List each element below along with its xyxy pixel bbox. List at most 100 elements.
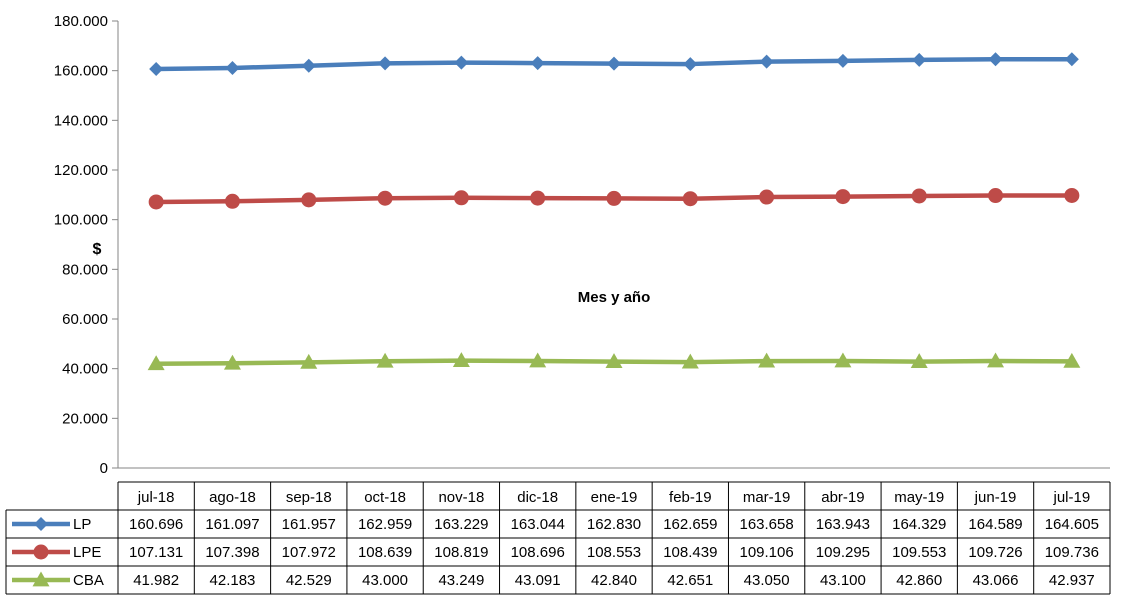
- table-header-ene-19: ene-19: [591, 489, 638, 506]
- table-cell-cba: 43.000: [362, 572, 408, 589]
- data-point-lp: [607, 56, 621, 71]
- data-point-lpe: [1064, 187, 1080, 203]
- table-header-ago-18: ago-18: [209, 489, 256, 506]
- table-cell-lp: 160.696: [129, 516, 183, 533]
- table-cell-lp: 164.329: [892, 516, 946, 533]
- data-point-lpe: [606, 190, 622, 206]
- table-header-nov-18: nov-18: [438, 489, 484, 506]
- table-header-mar-19: mar-19: [743, 489, 791, 506]
- data-point-cba: [681, 353, 699, 369]
- table-cell-cba: 41.982: [133, 572, 179, 589]
- table-header-jun-19: jun-19: [974, 489, 1017, 506]
- table-cell-lpe: 109.295: [816, 544, 870, 561]
- data-point-lp: [225, 60, 240, 75]
- table-cell-cba: 42.840: [591, 572, 637, 589]
- data-point-lp: [759, 54, 774, 69]
- table-header-may-19: may-19: [894, 489, 944, 506]
- table-cell-lp: 161.957: [282, 516, 336, 533]
- y-tick-label: 140.000: [54, 112, 108, 129]
- data-point-cba: [758, 352, 776, 368]
- y-tick-label: 40.000: [62, 361, 108, 378]
- y-tick-label: 20.000: [62, 410, 108, 427]
- table-cell-lpe: 109.736: [1045, 544, 1099, 561]
- data-point-cba: [529, 352, 547, 368]
- table-header-oct-18: oct-18: [364, 489, 406, 506]
- data-point-lpe: [148, 194, 164, 210]
- data-point-cba: [147, 355, 165, 371]
- table-cell-lp: 162.659: [663, 516, 717, 533]
- table-header-jul-19: jul-19: [1053, 489, 1091, 506]
- table-header-abr-19: abr-19: [821, 489, 864, 506]
- data-point-lp: [301, 58, 316, 73]
- table-header-dic-18: dic-18: [517, 489, 558, 506]
- table-header-feb-19: feb-19: [669, 489, 712, 506]
- data-point-lp: [835, 53, 850, 68]
- data-point-cba: [987, 352, 1005, 368]
- data-point-lp: [454, 55, 469, 70]
- table-cell-lp: 163.658: [739, 516, 793, 533]
- data-point-lp: [912, 52, 927, 67]
- legend-marker-lpe: [33, 544, 49, 560]
- table-cell-lpe: 109.726: [968, 544, 1022, 561]
- table-cell-lpe: 108.819: [434, 544, 488, 561]
- data-point-lpe: [377, 190, 393, 206]
- data-point-lp: [988, 52, 1003, 67]
- data-point-lp: [149, 61, 164, 76]
- table-cell-cba: 43.249: [438, 572, 484, 589]
- table-cell-cba: 42.651: [667, 572, 713, 589]
- table-cell-lp: 163.229: [434, 516, 488, 533]
- table-cell-lp: 163.943: [816, 516, 870, 533]
- data-point-lpe: [453, 190, 469, 206]
- legend-label-cba: CBA: [73, 572, 104, 589]
- y-tick-label: 60.000: [62, 311, 108, 328]
- table-cell-cba: 42.860: [896, 572, 942, 589]
- table-cell-lpe: 107.398: [205, 544, 259, 561]
- table-cell-lpe: 107.131: [129, 544, 183, 561]
- data-point-cba: [376, 352, 394, 368]
- table-cell-lpe: 109.106: [739, 544, 793, 561]
- data-point-lp: [530, 56, 545, 71]
- data-point-lpe: [988, 188, 1004, 204]
- data-point-lp: [378, 56, 393, 71]
- data-point-cba: [223, 354, 241, 370]
- y-axis-label: $: [93, 241, 102, 258]
- data-point-cba: [300, 353, 318, 369]
- legend-label-lp: LP: [73, 516, 91, 533]
- table-cell-lpe: 108.439: [663, 544, 717, 561]
- table-cell-lpe: 108.553: [587, 544, 641, 561]
- data-point-lpe: [682, 191, 698, 207]
- table-cell-cba: 42.183: [210, 572, 256, 589]
- data-point-lpe: [224, 193, 240, 209]
- data-point-cba: [910, 353, 928, 368]
- data-point-lp: [683, 57, 698, 72]
- data-point-lpe: [911, 188, 927, 204]
- table-cell-lp: 161.097: [205, 516, 259, 533]
- table-cell-lpe: 108.696: [511, 544, 565, 561]
- data-point-lpe: [835, 189, 851, 205]
- data-point-lpe: [530, 190, 546, 206]
- table-cell-lp: 162.830: [587, 516, 641, 533]
- table-cell-cba: 43.091: [515, 572, 561, 589]
- table-cell-lp: 164.589: [968, 516, 1022, 533]
- legend-marker-lp: [34, 517, 48, 531]
- table-header-sep-18: sep-18: [286, 489, 332, 506]
- x-axis-label: Mes y año: [578, 289, 651, 306]
- table-header-jul-18: jul-18: [137, 489, 175, 506]
- y-tick-label: 80.000: [62, 261, 108, 278]
- table-cell-cba: 42.529: [286, 572, 332, 589]
- table-cell-lpe: 109.553: [892, 544, 946, 561]
- y-tick-label: 180.000: [54, 13, 108, 30]
- table-cell-lp: 164.605: [1045, 516, 1099, 533]
- y-tick-label: 120.000: [54, 162, 108, 179]
- table-cell-cba: 43.100: [820, 572, 866, 589]
- data-point-lp: [1064, 52, 1079, 67]
- y-tick-label: 0: [100, 460, 108, 477]
- table-cell-cba: 42.937: [1049, 572, 1095, 589]
- table-cell-lpe: 108.639: [358, 544, 412, 561]
- legend-marker-cba: [32, 571, 50, 587]
- table-cell-lpe: 107.972: [282, 544, 336, 561]
- table-cell-lp: 163.044: [511, 516, 565, 533]
- table-cell-lp: 162.959: [358, 516, 412, 533]
- data-point-cba: [1063, 352, 1081, 368]
